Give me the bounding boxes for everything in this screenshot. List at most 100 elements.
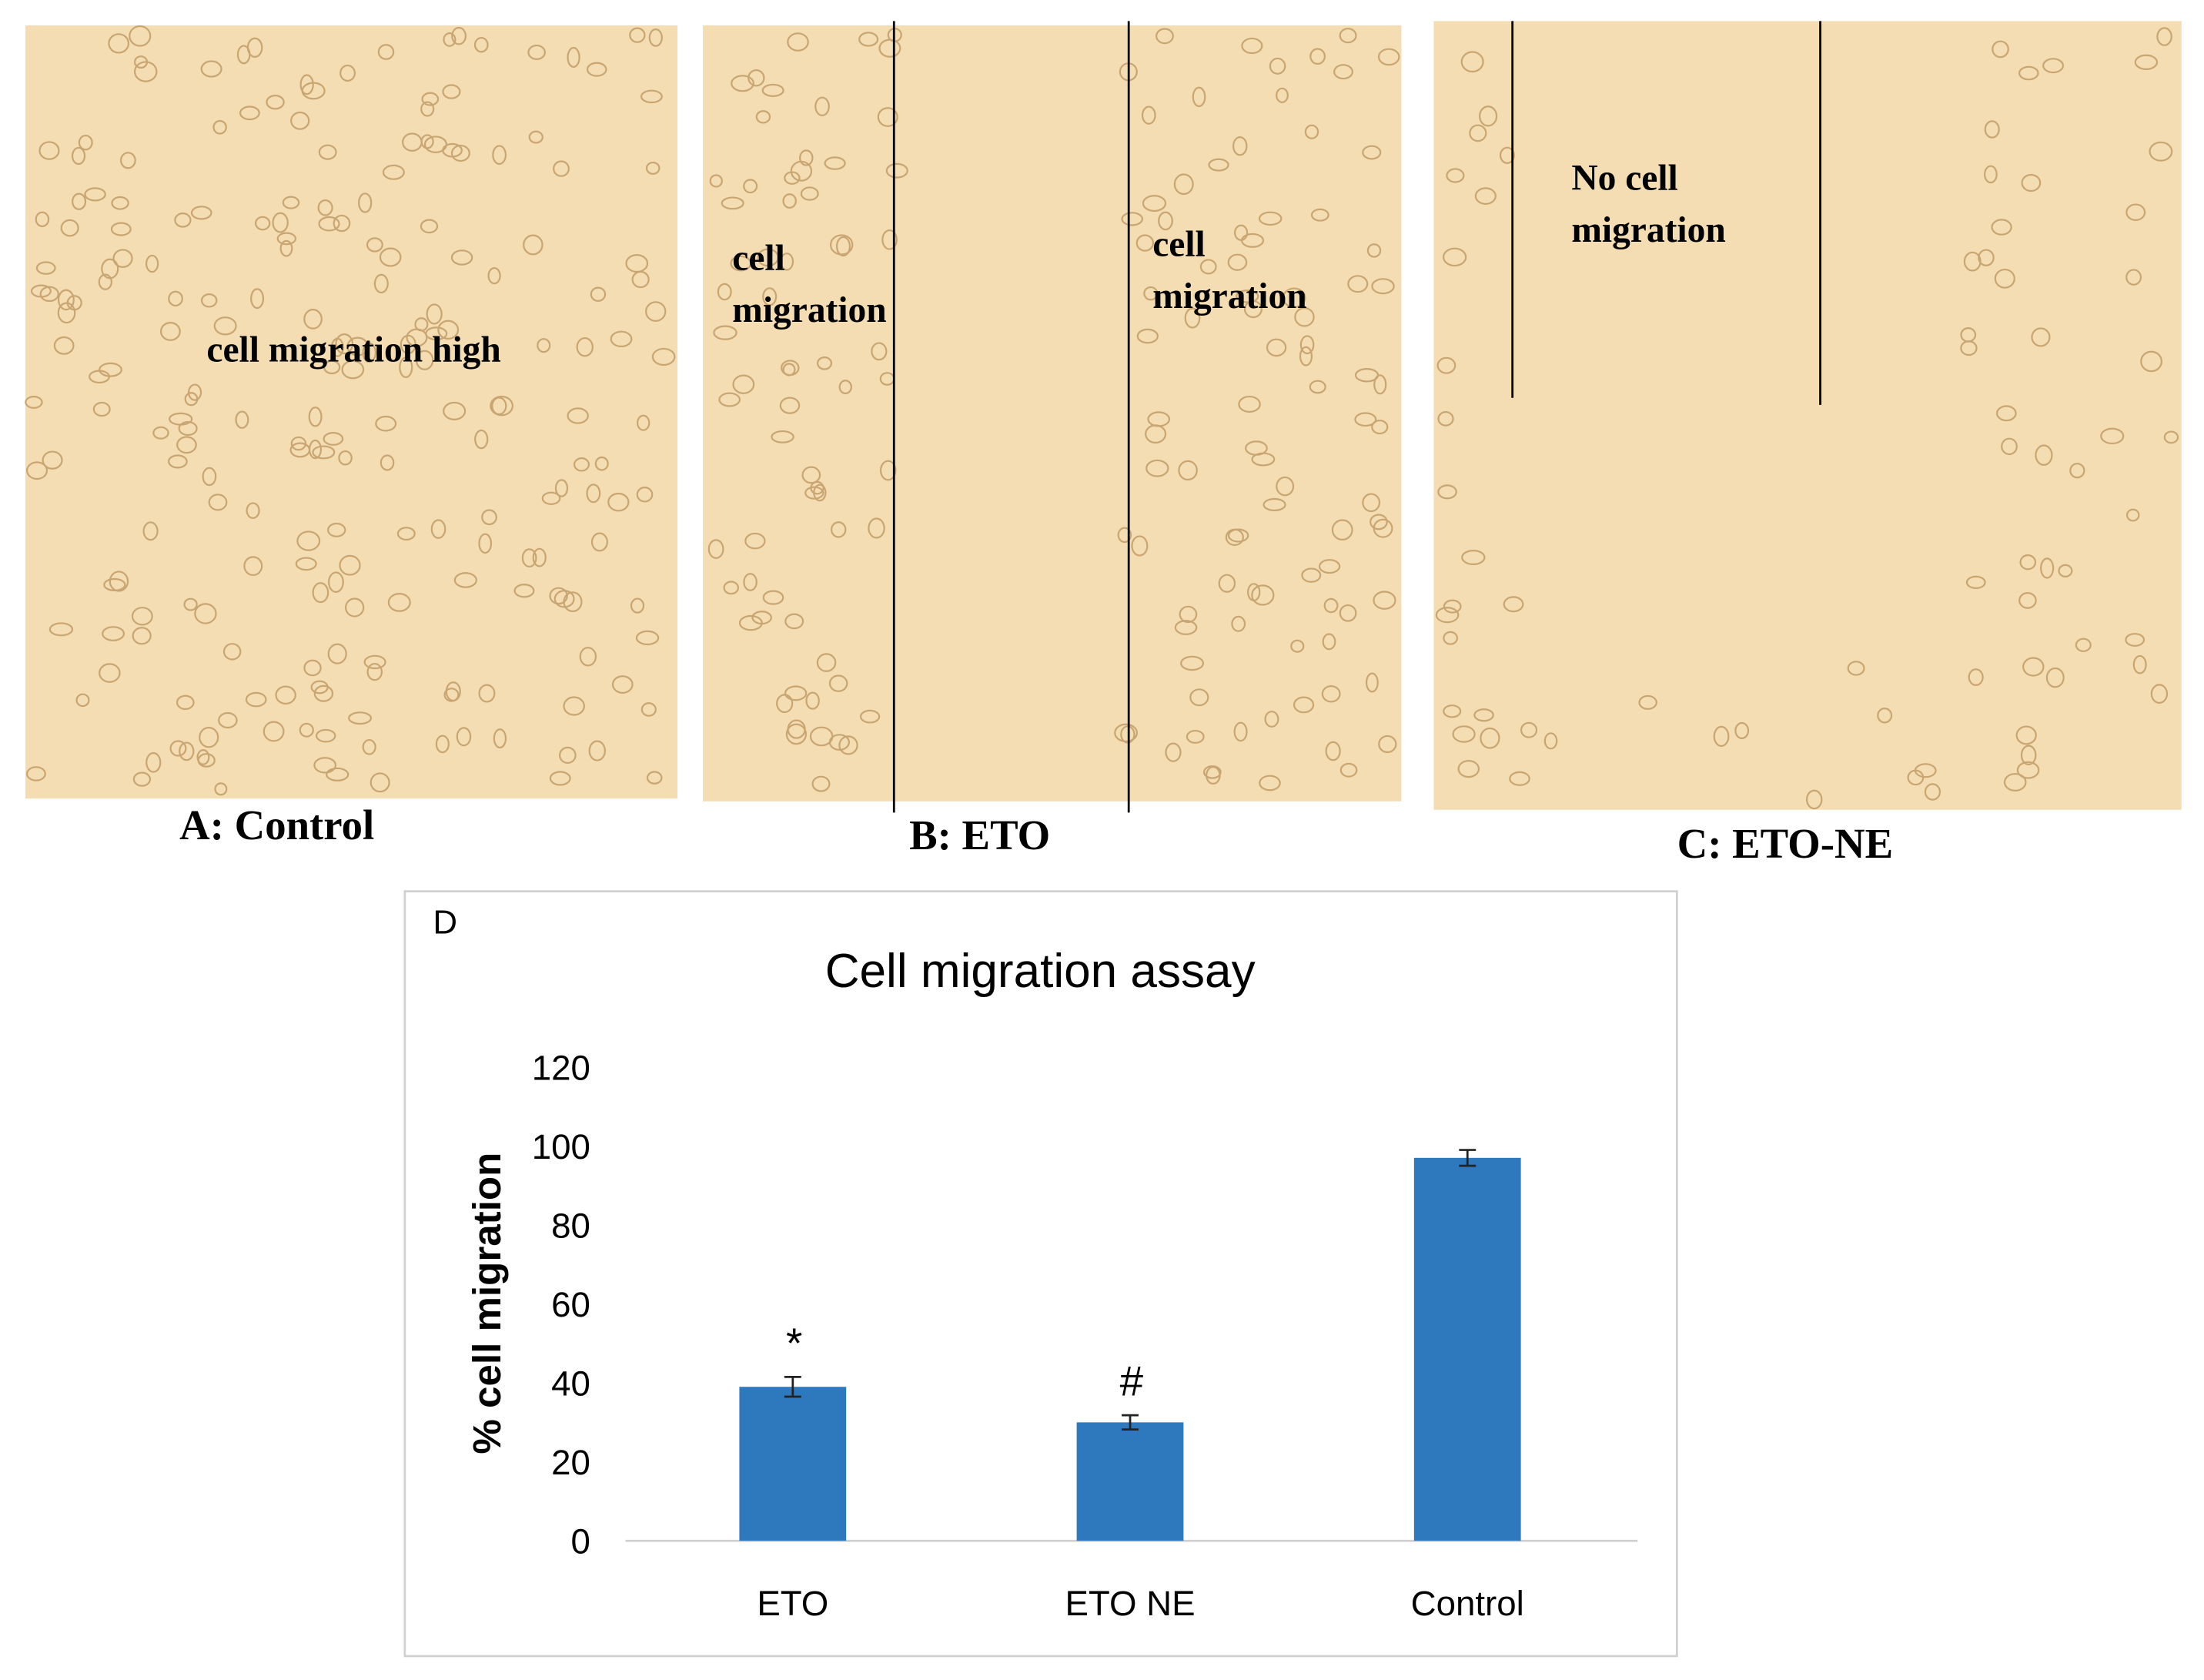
cell bbox=[98, 273, 112, 290]
annotation: migration bbox=[1152, 276, 1306, 316]
cell bbox=[375, 415, 397, 432]
cell bbox=[787, 32, 809, 52]
cell bbox=[1435, 607, 1460, 624]
cell bbox=[200, 60, 222, 78]
cell bbox=[1984, 165, 1998, 184]
cell bbox=[423, 136, 447, 153]
cell bbox=[1994, 268, 2015, 289]
cell bbox=[218, 711, 238, 729]
cell bbox=[1543, 732, 1558, 750]
cell bbox=[370, 772, 390, 793]
cell bbox=[339, 554, 361, 576]
cell bbox=[39, 286, 59, 303]
cell bbox=[2140, 350, 2162, 373]
cell bbox=[1184, 307, 1201, 329]
cell bbox=[528, 130, 543, 144]
cell bbox=[859, 709, 881, 724]
cell bbox=[490, 395, 513, 417]
cell bbox=[1509, 771, 1530, 786]
cell bbox=[1301, 567, 1322, 583]
cell bbox=[816, 653, 837, 672]
cell bbox=[781, 360, 800, 376]
cell bbox=[1180, 655, 1205, 671]
cell bbox=[787, 719, 806, 739]
cell bbox=[245, 691, 267, 708]
cell bbox=[1199, 259, 1217, 275]
cell bbox=[84, 187, 106, 202]
cell bbox=[57, 289, 75, 311]
cell bbox=[558, 746, 577, 765]
cell bbox=[721, 196, 744, 210]
cell bbox=[451, 26, 467, 45]
cell bbox=[640, 89, 663, 104]
cell bbox=[2125, 633, 2145, 647]
cell bbox=[838, 380, 852, 395]
cell bbox=[1362, 145, 1382, 160]
cell bbox=[2125, 203, 2146, 221]
cell bbox=[1145, 459, 1169, 477]
cell bbox=[487, 267, 501, 285]
cell bbox=[328, 571, 344, 593]
significance-marker: # bbox=[1120, 1357, 1144, 1405]
cell bbox=[1293, 696, 1315, 714]
cell bbox=[179, 741, 195, 761]
cell bbox=[362, 738, 376, 755]
cell bbox=[1914, 763, 1937, 778]
cell bbox=[1141, 105, 1156, 125]
cell bbox=[576, 336, 594, 357]
cell bbox=[168, 290, 183, 307]
cell bbox=[111, 196, 129, 210]
cell bbox=[1294, 307, 1315, 327]
cell bbox=[246, 502, 260, 520]
cell bbox=[420, 219, 439, 234]
cell bbox=[414, 317, 429, 332]
cell bbox=[1461, 550, 1486, 565]
cell bbox=[1984, 120, 2000, 139]
cell bbox=[254, 216, 271, 231]
cell bbox=[2125, 508, 2140, 522]
x-tick-label: Control bbox=[1411, 1584, 1524, 1623]
cell bbox=[279, 239, 293, 257]
cell bbox=[549, 771, 571, 786]
panel-label: C: ETO-NE bbox=[1677, 820, 1893, 867]
cell bbox=[1370, 514, 1388, 530]
cell bbox=[450, 144, 470, 162]
cell bbox=[2021, 173, 2042, 192]
cell bbox=[1321, 685, 1341, 703]
cell bbox=[744, 532, 766, 550]
cell bbox=[1469, 124, 1487, 142]
cell bbox=[731, 75, 754, 92]
micrograph bbox=[702, 25, 1402, 802]
cell bbox=[493, 728, 507, 749]
cell bbox=[318, 216, 340, 232]
cell bbox=[169, 412, 193, 426]
cell bbox=[1131, 535, 1149, 557]
cell bbox=[776, 694, 794, 714]
cell bbox=[838, 735, 858, 755]
cell bbox=[184, 392, 199, 407]
cell bbox=[1258, 211, 1283, 226]
cell bbox=[2156, 27, 2172, 46]
cell bbox=[1276, 476, 1295, 497]
cell bbox=[813, 484, 827, 502]
error-bar bbox=[784, 1376, 801, 1398]
cell bbox=[119, 152, 136, 169]
cell bbox=[1452, 725, 1476, 743]
cell bbox=[323, 360, 341, 375]
annotation: migration bbox=[732, 290, 886, 330]
cell bbox=[308, 407, 323, 427]
cell bbox=[1968, 668, 1984, 686]
cell bbox=[1443, 599, 1462, 614]
cell bbox=[25, 766, 46, 781]
cell bbox=[313, 757, 337, 774]
cell bbox=[1354, 412, 1377, 427]
cell bbox=[573, 457, 590, 472]
cell bbox=[2125, 269, 2142, 286]
cell bbox=[1178, 460, 1198, 481]
cell bbox=[2163, 430, 2179, 444]
y-tick-label: 0 bbox=[571, 1522, 590, 1561]
cell bbox=[640, 702, 657, 717]
cell bbox=[341, 360, 365, 380]
annotation: migration bbox=[1571, 210, 1725, 250]
cell bbox=[625, 254, 649, 273]
